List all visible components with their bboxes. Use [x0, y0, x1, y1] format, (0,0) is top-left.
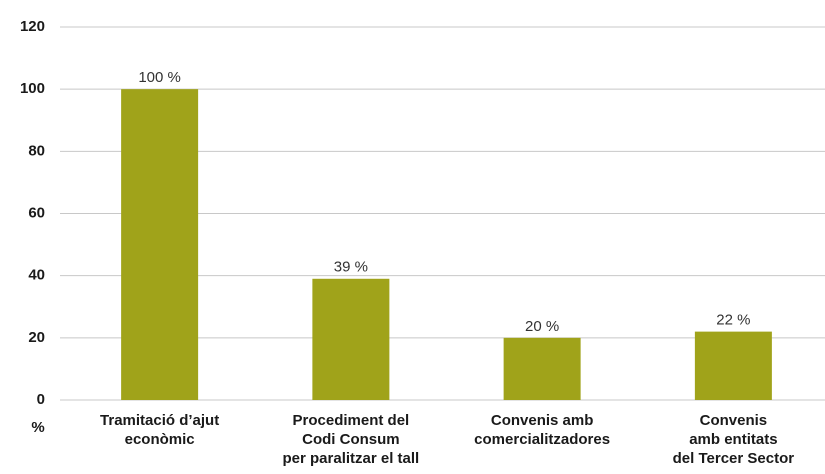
x-tick-label: Procediment del Codi Consum per paralitzar… [283, 412, 420, 467]
x-tick-label: Tramitació d’ajut econòmic [100, 412, 219, 448]
y-tick-label: 40 [28, 267, 45, 284]
x-tick-label: Convenis amb entitats del Tercer Sector [673, 412, 795, 467]
y-tick-label: 0 [37, 391, 45, 408]
y-tick-label: 60 [28, 204, 45, 221]
value-label: 20 % [525, 318, 559, 335]
y-tick-label: 20 [28, 329, 45, 346]
y-tick-label: 80 [28, 142, 45, 159]
value-label: 39 % [334, 259, 368, 276]
x-tick-label: Convenis amb comercialitzadores [474, 412, 610, 448]
bar [503, 337, 581, 400]
bar [694, 331, 772, 400]
value-label: 100 % [138, 69, 181, 86]
value-label: 22 % [716, 312, 750, 329]
y-axis-label: % [31, 419, 44, 436]
y-tick-label: 120 [20, 18, 45, 35]
bar [312, 278, 390, 400]
y-tick-label: 100 [20, 80, 45, 97]
bar [121, 89, 199, 401]
